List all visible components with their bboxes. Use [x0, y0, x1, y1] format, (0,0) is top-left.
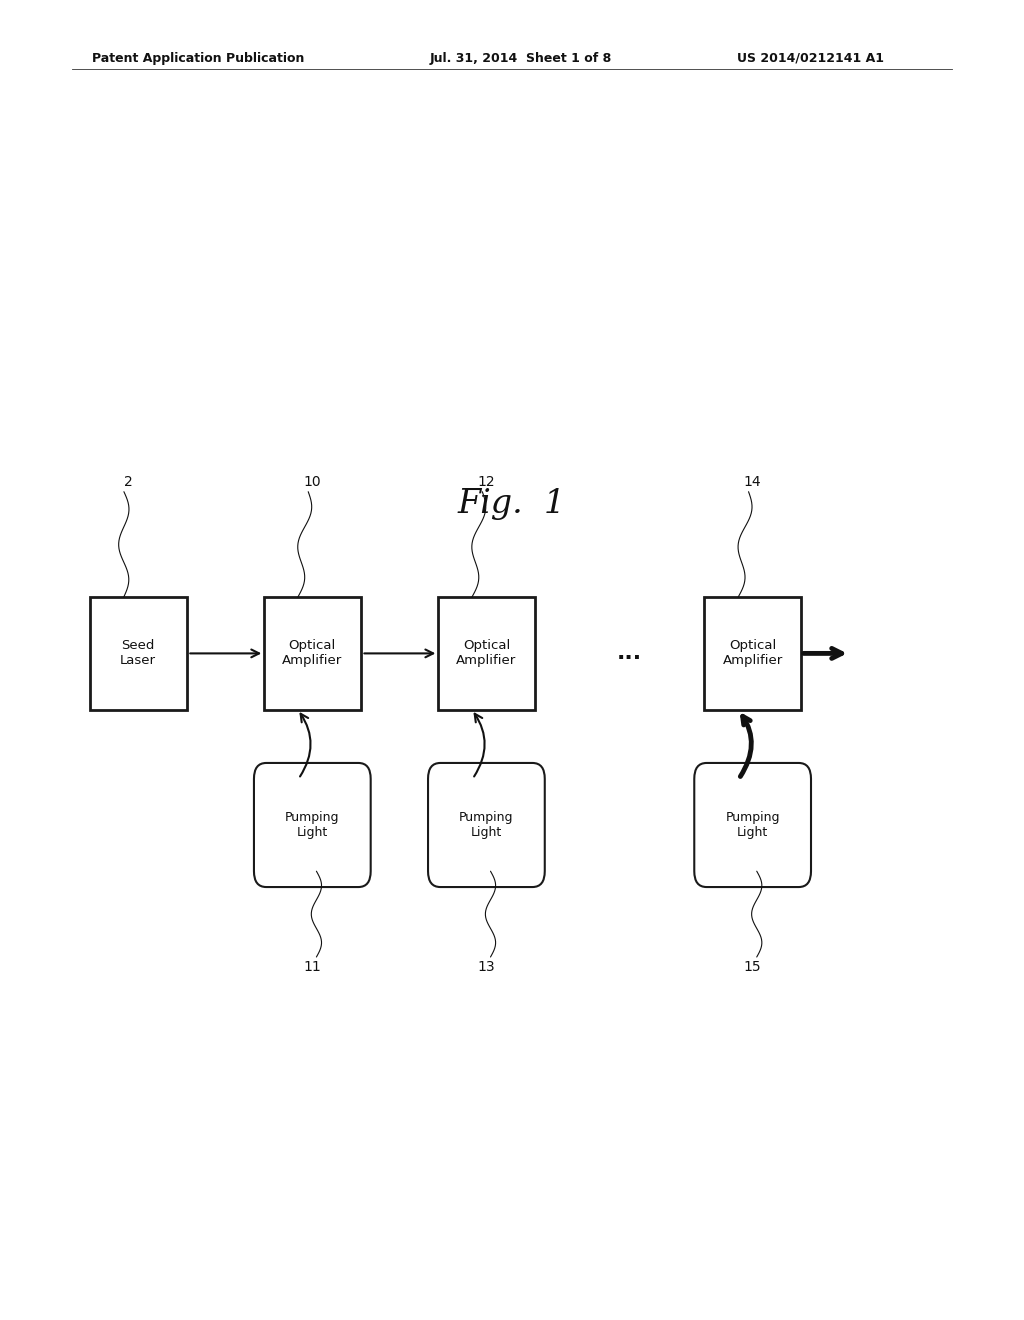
Text: 15: 15 — [743, 960, 762, 974]
FancyBboxPatch shape — [254, 763, 371, 887]
Text: Optical
Amplifier: Optical Amplifier — [723, 639, 782, 668]
FancyBboxPatch shape — [438, 597, 535, 710]
Text: Pumping
Light: Pumping Light — [285, 810, 340, 840]
Text: 14: 14 — [743, 475, 762, 490]
Text: Optical
Amplifier: Optical Amplifier — [457, 639, 516, 668]
Text: 13: 13 — [477, 960, 496, 974]
Text: Jul. 31, 2014  Sheet 1 of 8: Jul. 31, 2014 Sheet 1 of 8 — [430, 51, 612, 65]
Text: 10: 10 — [303, 475, 322, 490]
Text: 2: 2 — [124, 475, 132, 490]
FancyBboxPatch shape — [90, 597, 186, 710]
FancyBboxPatch shape — [705, 597, 801, 710]
FancyBboxPatch shape — [694, 763, 811, 887]
Text: Patent Application Publication: Patent Application Publication — [92, 51, 304, 65]
Text: Pumping
Light: Pumping Light — [459, 810, 514, 840]
FancyBboxPatch shape — [264, 597, 361, 710]
Text: Fig.  1: Fig. 1 — [458, 488, 566, 520]
Text: ...: ... — [617, 643, 642, 664]
FancyBboxPatch shape — [428, 763, 545, 887]
Text: Pumping
Light: Pumping Light — [725, 810, 780, 840]
Text: 12: 12 — [477, 475, 496, 490]
Text: 11: 11 — [303, 960, 322, 974]
Text: Optical
Amplifier: Optical Amplifier — [283, 639, 342, 668]
Text: Seed
Laser: Seed Laser — [120, 639, 157, 668]
Text: US 2014/0212141 A1: US 2014/0212141 A1 — [737, 51, 885, 65]
